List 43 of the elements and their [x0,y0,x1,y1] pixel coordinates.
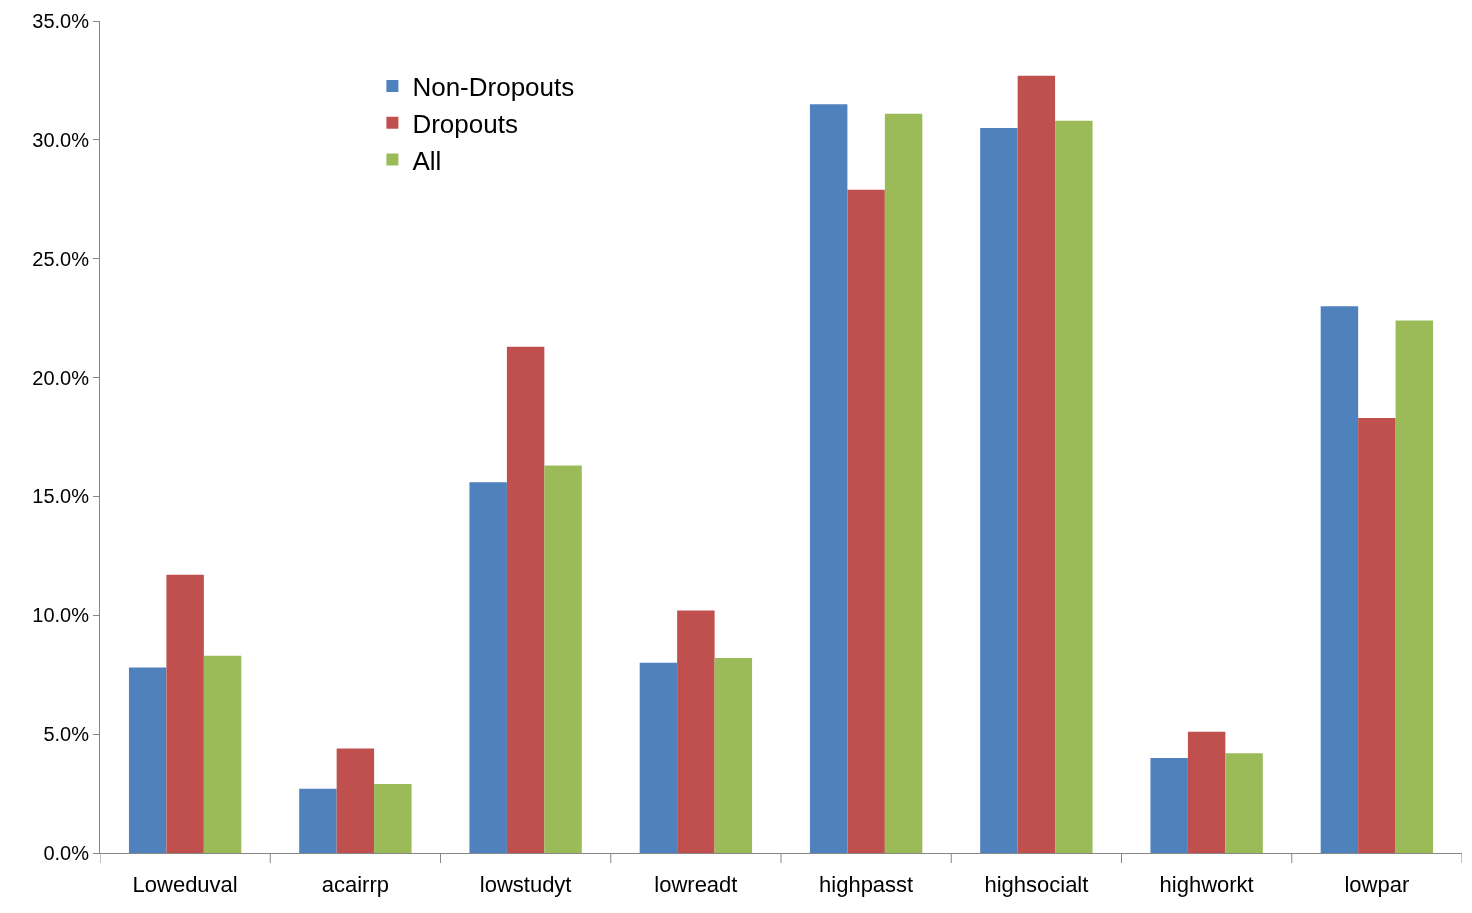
bar [203,655,242,853]
x-tick-label: highpasst [819,872,914,898]
bar [336,748,375,853]
bar [1017,75,1056,853]
bar [374,784,412,853]
bar [166,574,204,853]
bar [714,658,753,853]
y-tick-label: 5.0% [43,723,90,746]
bar [1055,120,1093,853]
x-tick-label: lowreadt [654,872,738,898]
legend-label: Non-Dropouts [412,72,575,103]
y-tick-label: 35.0% [32,10,90,32]
bar [884,113,923,853]
bar [544,465,582,853]
bar [677,610,715,853]
y-tick-label: 15.0% [32,485,90,508]
bar [639,662,678,853]
bar [809,104,848,853]
x-tick-label: lowstudyt [479,872,572,898]
bar [1320,306,1359,853]
legend-label: Dropouts [412,108,518,139]
bar [128,667,167,853]
bar [1150,757,1188,853]
x-tick-label: Loweduval [132,872,238,898]
y-tick-label: 20.0% [32,366,90,389]
y-tick-label: 10.0% [32,604,90,627]
y-tick-label: 0.0% [43,842,90,864]
bar [1358,417,1396,853]
bar [1395,320,1434,853]
bar [1225,753,1263,853]
bar [847,189,885,853]
x-tick-label: acairrp [321,872,390,898]
y-tick-label: 25.0% [32,247,90,270]
y-tick-label: 30.0% [32,128,90,151]
bar [469,482,507,853]
bar [299,788,337,853]
bar [506,346,545,853]
legend-label: All [412,145,442,176]
x-tick-label: highsocialt [984,872,1089,898]
bar [980,127,1018,853]
x-tick-label: lowpar [1344,872,1410,898]
x-tick-label: highworkt [1159,872,1254,898]
bar [1187,731,1226,853]
